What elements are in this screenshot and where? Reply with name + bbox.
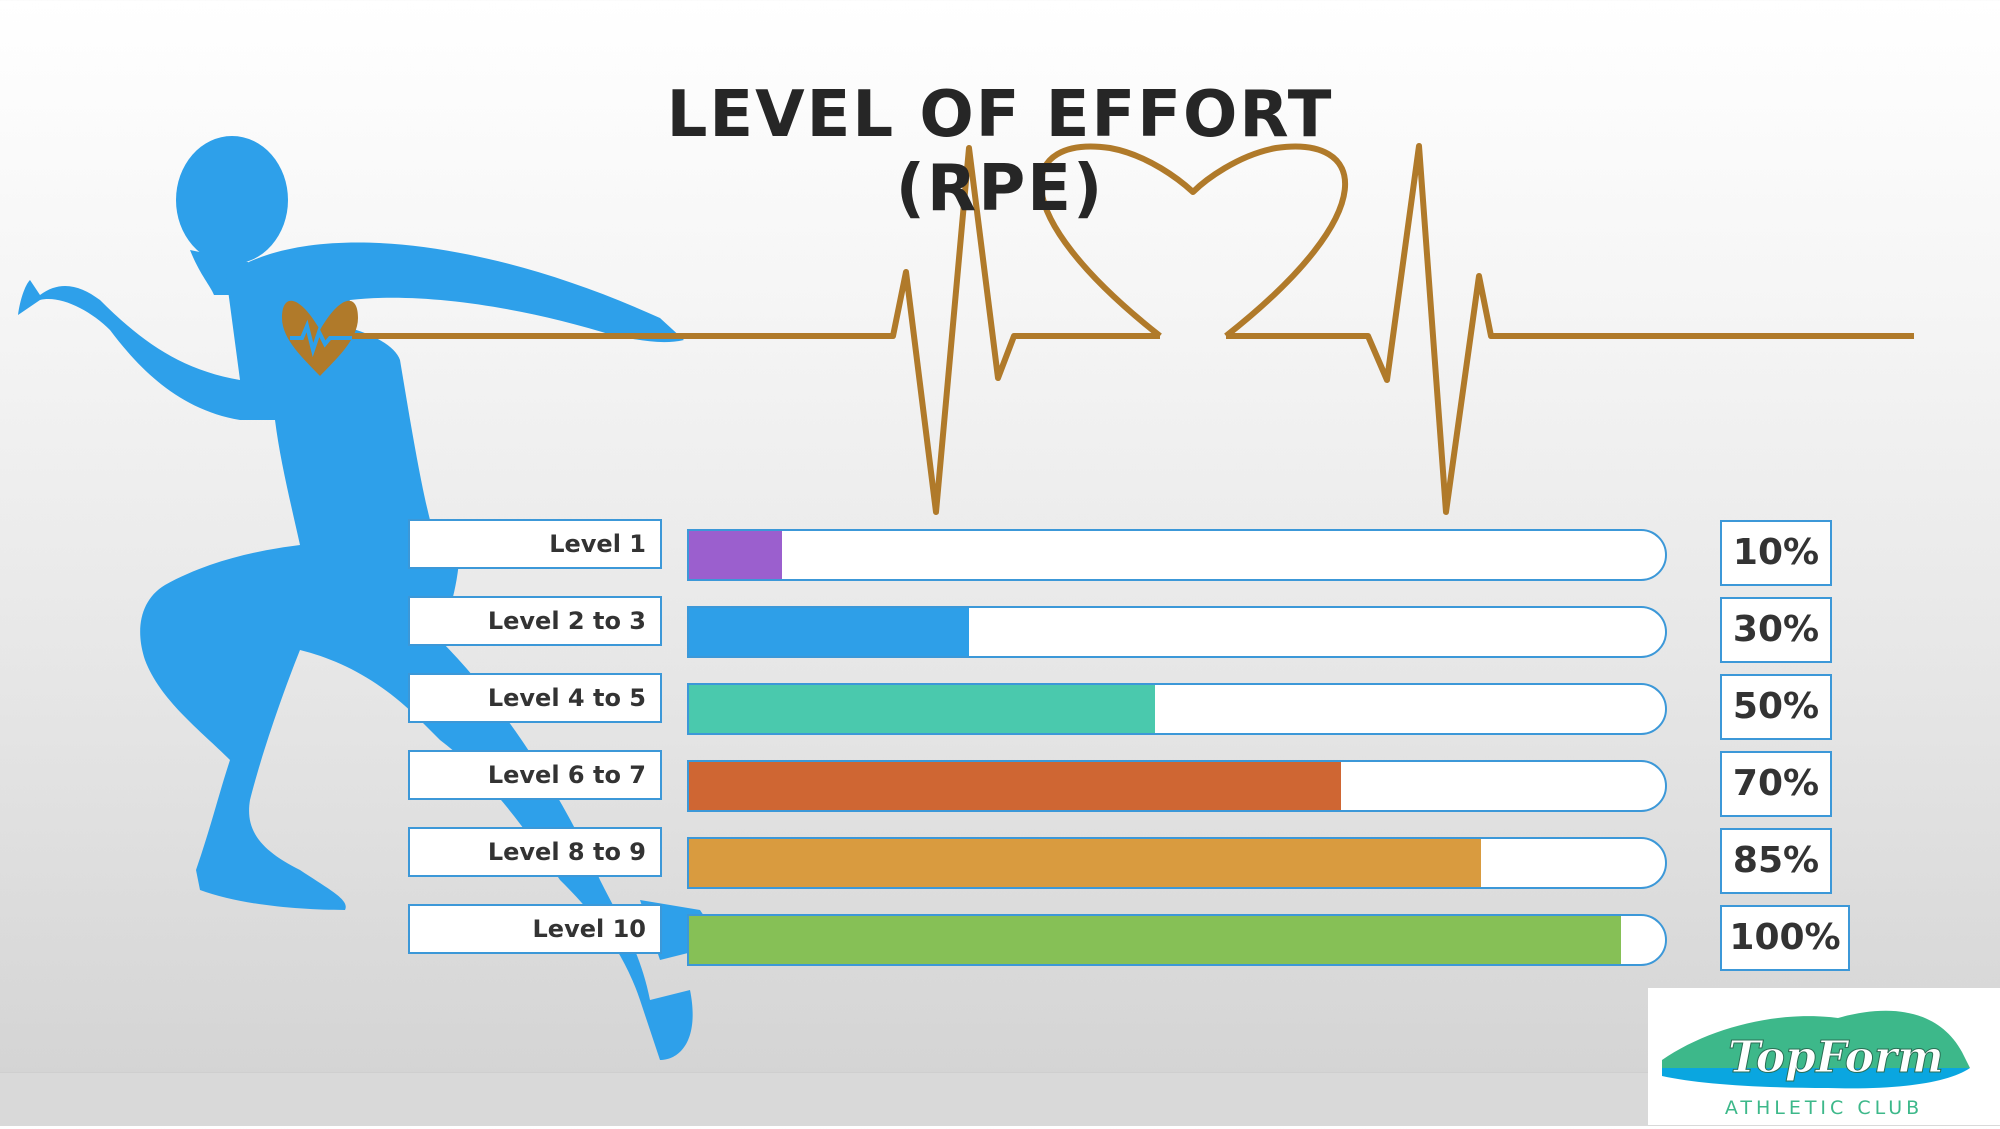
bar: [689, 916, 1621, 964]
bar-track: [687, 760, 1667, 812]
bar: [689, 762, 1341, 810]
category-label: Level 4 to 5: [408, 673, 662, 723]
topform-logo: TopForm ATHLETIC CLUB: [1648, 988, 2000, 1125]
bar: [689, 531, 782, 579]
bar: [689, 608, 969, 656]
chest-heart-icon: [282, 300, 358, 376]
bar-track: [687, 837, 1667, 889]
bar-track: [687, 683, 1667, 735]
value-label: 30%: [1720, 597, 1832, 663]
value-label: 85%: [1720, 828, 1832, 894]
value-label: 70%: [1720, 751, 1832, 817]
category-label: Level 6 to 7: [408, 750, 662, 800]
chart-title: LEVEL OF EFFORT (RPE): [666, 78, 1334, 226]
value-label: 10%: [1720, 520, 1832, 586]
heartbeat-line: [352, 145, 1160, 515]
category-label: Level 8 to 9: [408, 827, 662, 877]
topform-logo-graphic: TopForm ATHLETIC CLUB: [1662, 1010, 1970, 1119]
value-label: 100%: [1720, 905, 1850, 971]
value-label: 50%: [1720, 674, 1832, 740]
logo-wordmark: TopForm: [1728, 1032, 1944, 1083]
bar: [689, 685, 1155, 733]
category-label: Level 10: [408, 904, 662, 954]
heartbeat-line-right: [1226, 143, 1914, 515]
bar-track: [687, 914, 1667, 966]
bar-track: [687, 606, 1667, 658]
logo-tagline: ATHLETIC CLUB: [1725, 1097, 1923, 1119]
heartbeat-heart-shape: [1038, 143, 1348, 339]
category-label: Level 2 to 3: [408, 596, 662, 646]
category-label: Level 1: [408, 519, 662, 569]
bar: [689, 839, 1481, 887]
bar-track: [687, 529, 1667, 581]
